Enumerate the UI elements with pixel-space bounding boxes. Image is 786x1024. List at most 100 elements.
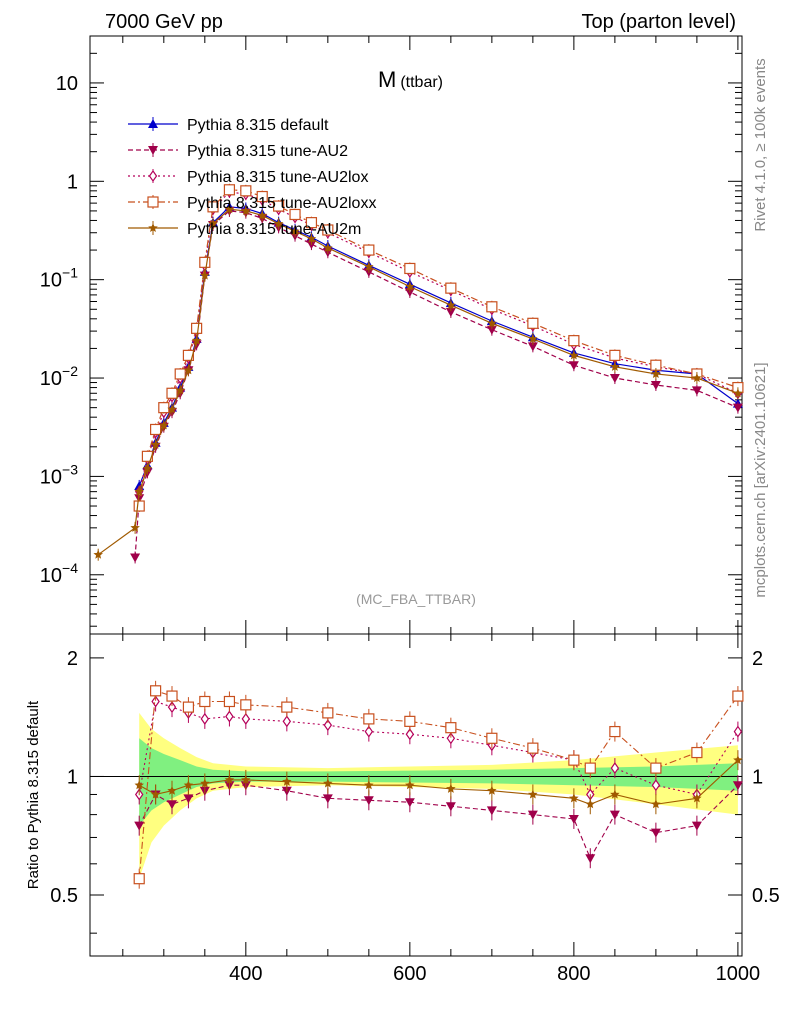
ratio-data-point	[150, 789, 161, 799]
data-point	[167, 404, 177, 414]
data-point	[609, 374, 620, 384]
plot-title: M (ttbar)	[378, 67, 443, 92]
legend-marker	[148, 223, 158, 232]
legend-entry: Pythia 8.315 tune-AU2loxx	[128, 195, 376, 212]
main-ytick-mantissa: 10	[40, 565, 62, 587]
main-ytick-exponent: −4	[62, 560, 78, 576]
ratio-data-point	[732, 781, 743, 791]
ratio-data-point	[364, 780, 374, 790]
legend-marker	[148, 169, 158, 183]
data-point	[133, 500, 145, 512]
ratio-data-point	[225, 710, 234, 723]
main-ytick-label: 10−3	[40, 461, 78, 488]
ratio-data-point	[223, 695, 236, 708]
data-point	[568, 335, 580, 347]
ratio-xtick-label: 800	[557, 963, 590, 985]
ratio-ytick-label-right: 1	[752, 766, 763, 788]
data-point	[692, 373, 702, 383]
ratio-xtick-label: 600	[393, 963, 426, 985]
main-ytick-exponent: −2	[62, 363, 78, 379]
data-point	[142, 463, 153, 473]
data-point	[150, 439, 161, 449]
main-ytick-mantissa: 10	[40, 466, 62, 488]
data-point	[290, 226, 300, 236]
ratio-data-point	[405, 780, 415, 790]
ratio-data-point	[404, 715, 416, 727]
ratio-data-point	[527, 742, 539, 754]
data-point	[610, 361, 620, 371]
ratio-series-2	[133, 680, 744, 889]
ratio-data-point	[528, 789, 538, 799]
ratio-band-yellow	[139, 712, 738, 879]
data-point	[199, 256, 211, 268]
legend-marker	[148, 119, 158, 128]
ratio-data-point	[609, 725, 621, 738]
data-point	[175, 385, 185, 395]
ratio-data-point	[322, 707, 334, 719]
ratio-data-point	[446, 732, 456, 745]
ratio-data-point	[200, 712, 210, 725]
data-point	[134, 494, 145, 504]
main-ytick-exponent: −1	[62, 265, 78, 281]
data-point	[273, 200, 285, 212]
data-point	[174, 368, 186, 380]
series-line	[134, 210, 739, 558]
data-point	[445, 307, 456, 317]
data-point	[405, 281, 415, 291]
ratio-data-point	[691, 746, 703, 759]
data-point	[322, 224, 334, 236]
ratio-data-point	[167, 701, 177, 714]
legend-entry: Pythia 8.315 tune-AU2m	[128, 221, 361, 238]
data-point	[691, 386, 702, 396]
ratio-data-point	[486, 732, 498, 744]
ratio-ytick-label-right: 2	[752, 648, 763, 670]
data-point	[733, 388, 743, 398]
ratio-data-point	[650, 762, 662, 774]
data-point	[191, 335, 202, 345]
data-point	[364, 261, 374, 271]
ratio-data-point	[569, 793, 579, 803]
ratio-data-point	[527, 810, 538, 820]
series-line	[97, 208, 739, 556]
main-ytick-exponent: −3	[62, 461, 78, 477]
data-point	[363, 244, 375, 256]
legend-label: Pythia 8.315 tune-AU2loxx	[187, 195, 376, 212]
ratio-data-point	[166, 690, 178, 702]
ratio-series-3	[134, 750, 743, 815]
data-point	[134, 486, 144, 496]
ratio-data-point	[240, 699, 252, 711]
ratio-data-point	[133, 873, 145, 885]
ratio-panel: 0.5 0.5 1 1 2 2 400 600 800 1000 Ratio to Pythia…	[25, 633, 780, 985]
ratio-xtick-label: 400	[229, 963, 262, 985]
legend-label: Pythia 8.315 default	[187, 117, 329, 134]
ratio-data-point	[134, 780, 144, 790]
legend: Pythia 8.315 default Pythia 8.315 tune-AU…	[128, 117, 376, 238]
data-point	[568, 361, 579, 371]
data-point	[93, 549, 103, 559]
ratio-data-point	[609, 810, 620, 820]
main-ytick-mantissa: 10	[40, 270, 62, 292]
data-point	[445, 282, 457, 294]
main-ytick-label: 10−2	[40, 363, 78, 390]
ratio-data-point	[446, 783, 456, 793]
ratio-xtick-label: 1000	[716, 963, 761, 985]
data-point	[240, 185, 252, 197]
ratio-data-point	[323, 719, 333, 732]
ratio-band-green	[139, 738, 738, 826]
main-ytick-label: 1	[67, 171, 78, 193]
data-point	[257, 210, 267, 220]
ratio-data-point	[651, 779, 661, 792]
data-point	[404, 262, 416, 275]
ratio-data-point	[199, 695, 211, 708]
data-point	[200, 270, 210, 280]
ratio-data-point	[363, 796, 374, 806]
ratio-data-point	[241, 774, 251, 784]
data-point	[650, 380, 661, 390]
legend-label: Pythia 8.315 tune-AU2lox	[187, 169, 368, 186]
data-point	[191, 322, 203, 334]
series-0	[134, 200, 743, 492]
ratio-data-point	[445, 722, 457, 734]
ratio-data-point	[691, 821, 702, 831]
ratio-ytick-label: 2	[67, 648, 78, 670]
ratio-data-point	[732, 690, 744, 702]
